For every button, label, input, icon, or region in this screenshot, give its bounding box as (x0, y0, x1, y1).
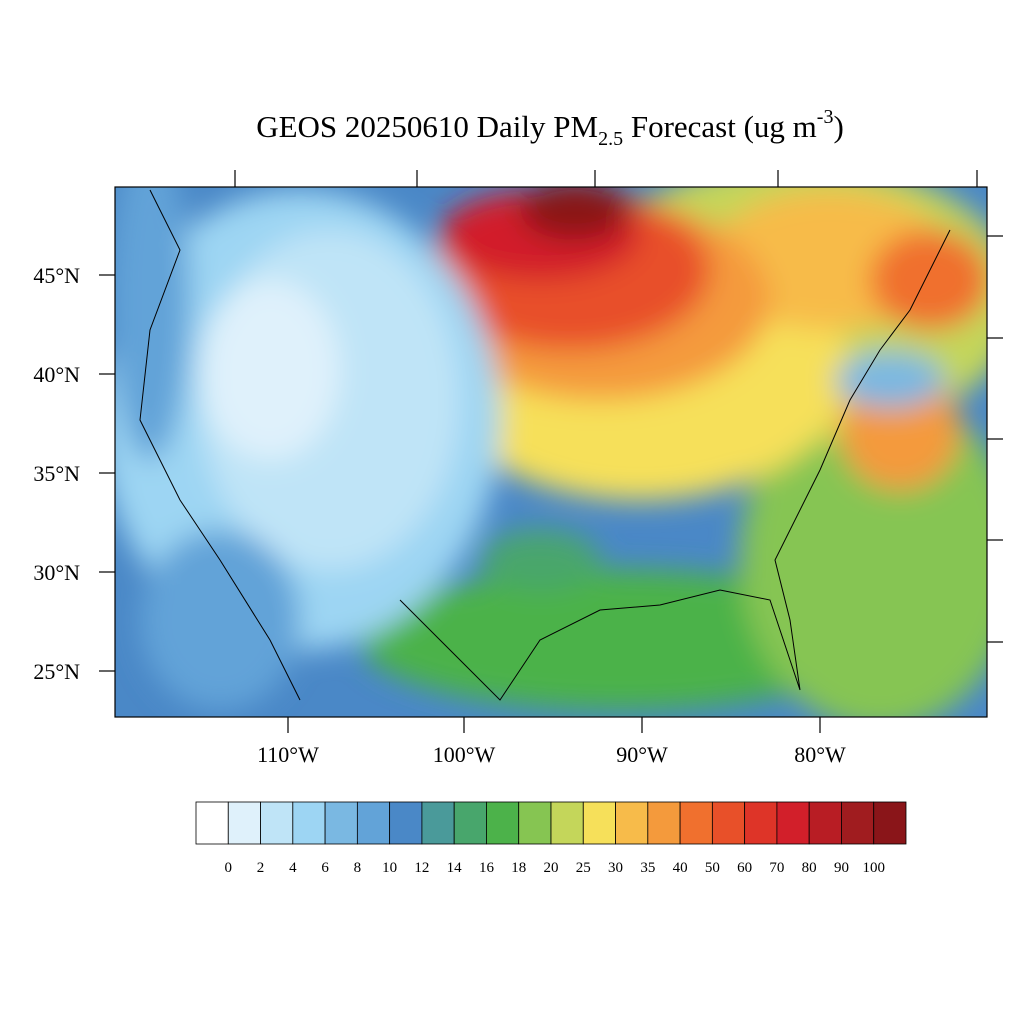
colorbar-box (744, 801, 778, 845)
colorbar-box (195, 801, 229, 845)
colorbar-box (292, 801, 326, 845)
colorbar-box (260, 801, 294, 845)
colorbar-label: 16 (479, 860, 495, 876)
map-field (115, 187, 987, 717)
title-main: GEOS 20250610 Daily PM (256, 109, 598, 144)
colorbar-label: 25 (576, 860, 591, 876)
colorbar-box (808, 801, 842, 845)
colorbar-box (615, 801, 649, 845)
colorbar-label: 4 (289, 860, 297, 876)
colorbar-box (841, 801, 875, 845)
colorbar-box (550, 801, 584, 845)
lon-label: 110°W (257, 742, 319, 767)
colorbar-box (518, 801, 552, 845)
colorbar-box (227, 801, 261, 845)
colorbar-label: 2 (257, 860, 265, 876)
colorbar-label: 14 (447, 860, 463, 876)
title-end: ) (833, 109, 843, 144)
colorbar-box (486, 801, 520, 845)
colorbar-box (389, 801, 423, 845)
colorbar-label: 18 (511, 860, 526, 876)
colorbar-label: 0 (225, 860, 233, 876)
colorbar-label: 40 (673, 860, 688, 876)
colorbar-box (421, 801, 455, 845)
colorbar-label: 12 (414, 860, 429, 876)
colorbar-box (873, 801, 907, 845)
colorbar-box (356, 801, 391, 845)
title-rest: Forecast (ug m (623, 109, 817, 144)
colorbar-box (776, 801, 810, 845)
colorbar-label: 35 (640, 860, 655, 876)
colorbar-label: 6 (321, 860, 329, 876)
colorbar-box (711, 801, 746, 845)
colorbar-label: 20 (544, 860, 559, 876)
colorbar-label: 90 (834, 860, 849, 876)
lat-label: 35°N (33, 461, 80, 486)
lat-label: 40°N (33, 362, 80, 387)
colorbar-label: 8 (354, 860, 362, 876)
colorbar-box (679, 801, 713, 845)
lon-label: 100°W (433, 742, 496, 767)
colorbar-box (453, 801, 487, 845)
colorbar-label: 60 (737, 860, 752, 876)
title: GEOS 20250610 Daily PM2.5 Forecast (ug m… (256, 106, 844, 150)
colorbar-box (647, 801, 681, 845)
lat-label: 30°N (33, 560, 80, 585)
colorbar-box (582, 801, 616, 845)
colorbar-label: 10 (382, 860, 397, 876)
title-sup: -3 (817, 106, 834, 128)
colorbar-label: 50 (705, 860, 720, 876)
title-sub: 2.5 (598, 128, 623, 150)
colorbar-box (324, 801, 358, 845)
colorbar-label: 30 (608, 860, 623, 876)
map-frame (114, 186, 988, 718)
colorbar-label: 100 (862, 860, 885, 876)
lon-label: 90°W (616, 742, 668, 767)
colorbar-label: 80 (802, 860, 817, 876)
lat-label: 25°N (33, 659, 80, 684)
colorbar-label: 70 (769, 860, 784, 876)
lon-label: 80°W (794, 742, 846, 767)
ticks (99, 170, 1003, 733)
lat-label: 45°N (33, 263, 80, 288)
